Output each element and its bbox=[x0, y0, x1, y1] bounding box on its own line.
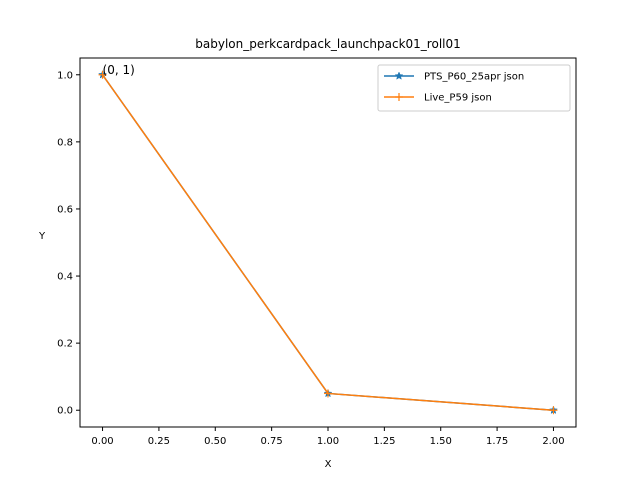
legend: PTS_P60_25apr json Live_P59 json bbox=[377, 64, 571, 112]
y-tick-label: 0.8 bbox=[57, 137, 73, 148]
y-tick-label: 0.0 bbox=[57, 406, 73, 417]
x-tick-label: 1.00 bbox=[317, 436, 339, 447]
x-tick-label: 0.00 bbox=[91, 436, 113, 447]
annotation-layer: (0, 1) bbox=[103, 63, 135, 77]
x-tick-label: 1.25 bbox=[373, 436, 395, 447]
x-tick-label: 1.50 bbox=[430, 436, 452, 447]
x-tick-label: 2.00 bbox=[542, 436, 564, 447]
legend-box bbox=[377, 64, 571, 112]
y-tick-label: 1.0 bbox=[57, 70, 73, 81]
x-tick-label: 0.50 bbox=[204, 436, 226, 447]
x-tick-label: 0.75 bbox=[261, 436, 283, 447]
series-layer bbox=[98, 70, 558, 415]
series-line-0 bbox=[101, 74, 554, 411]
x-axis-label: X bbox=[325, 459, 332, 470]
legend-label-1: Live_P59 json bbox=[424, 93, 492, 104]
series-1-point bbox=[549, 406, 558, 415]
plot-area bbox=[79, 57, 577, 428]
y-tick-label: 0.6 bbox=[57, 204, 73, 215]
x-tick-label: 0.25 bbox=[148, 436, 170, 447]
series-line-1 bbox=[101, 74, 554, 411]
y-axis-label: Y bbox=[38, 231, 46, 242]
y-axis: 0.0 0.2 0.4 0.6 0.8 1.0 bbox=[57, 70, 80, 417]
x-axis: 0.00 0.25 0.50 0.75 1.00 1.25 1.50 1.75 2.00 bbox=[91, 427, 565, 447]
series-1-point bbox=[324, 389, 332, 398]
y-tick-label: 0.2 bbox=[57, 339, 73, 350]
plot-frame bbox=[79, 57, 577, 428]
legend-label-0: PTS_P60_25apr json bbox=[424, 72, 524, 83]
annotation-label: (0, 1) bbox=[103, 63, 135, 77]
x-tick-label: 1.75 bbox=[486, 436, 508, 447]
series-1-point bbox=[98, 70, 107, 79]
legend-marker-1 bbox=[395, 93, 403, 101]
legend-marker-0 bbox=[394, 71, 404, 80]
chart-title: babylon_perkcardpack_launchpack01_roll01 bbox=[195, 37, 461, 51]
y-tick-label: 0.4 bbox=[57, 272, 73, 283]
